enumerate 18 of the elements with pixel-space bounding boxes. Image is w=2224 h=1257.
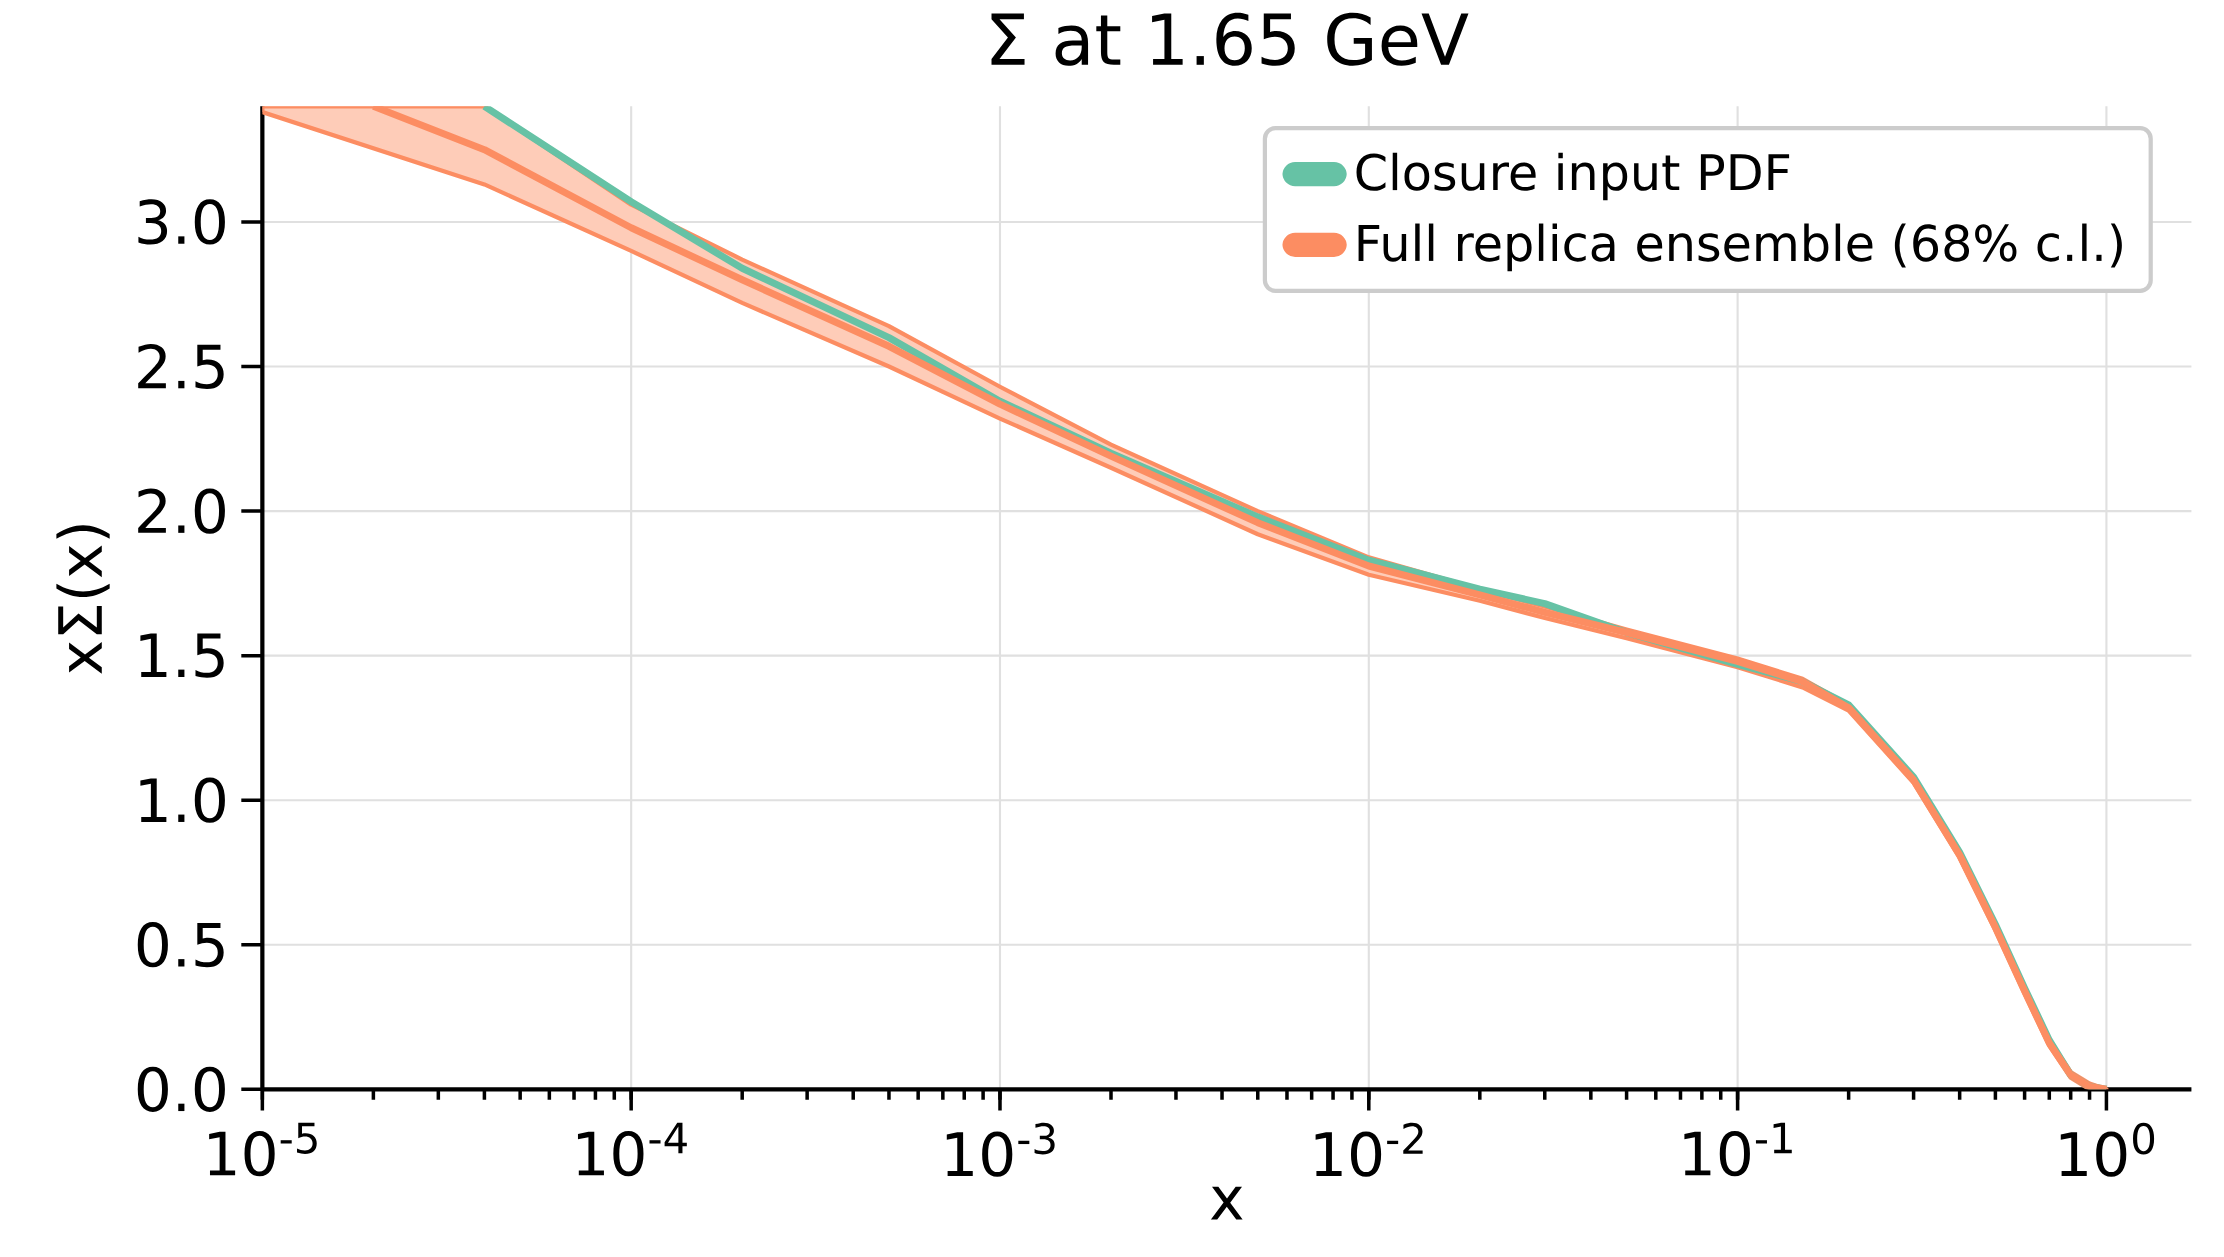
x-tick-label: 10$^{-5}$ [209,1123,317,1177]
x-tick-label: 10$^{0}$ [2060,1123,2155,1177]
legend-label: Closure input PDF [1356,152,1790,201]
x-tick-label: 10$^{-1}$ [1684,1123,1792,1177]
y-tick-label: 1.0 [140,777,225,823]
legend-label: Full replica ensemble (68% c.l.) [1358,223,2122,272]
y-tick-label: 0.0 [137,1066,225,1113]
y-tick-label: 0.5 [137,922,224,968]
x-axis-title: x [1210,1187,1243,1220]
y-tick-label: 2.0 [138,488,225,534]
x-tick-label: 10$^{-2}$ [1315,1123,1423,1177]
x-tick-label: 10$^{-3}$ [946,1123,1055,1177]
y-axis-title: xΣ(x) [56,525,110,674]
y-tick-label: 1.5 [140,633,224,679]
chart-title: Σ at 1.65 GeV [991,12,1469,66]
y-tick-label: 3.0 [138,199,225,245]
x-tick-label: 10$^{-4}$ [577,1123,687,1177]
y-tick-label: 2.5 [138,344,224,390]
